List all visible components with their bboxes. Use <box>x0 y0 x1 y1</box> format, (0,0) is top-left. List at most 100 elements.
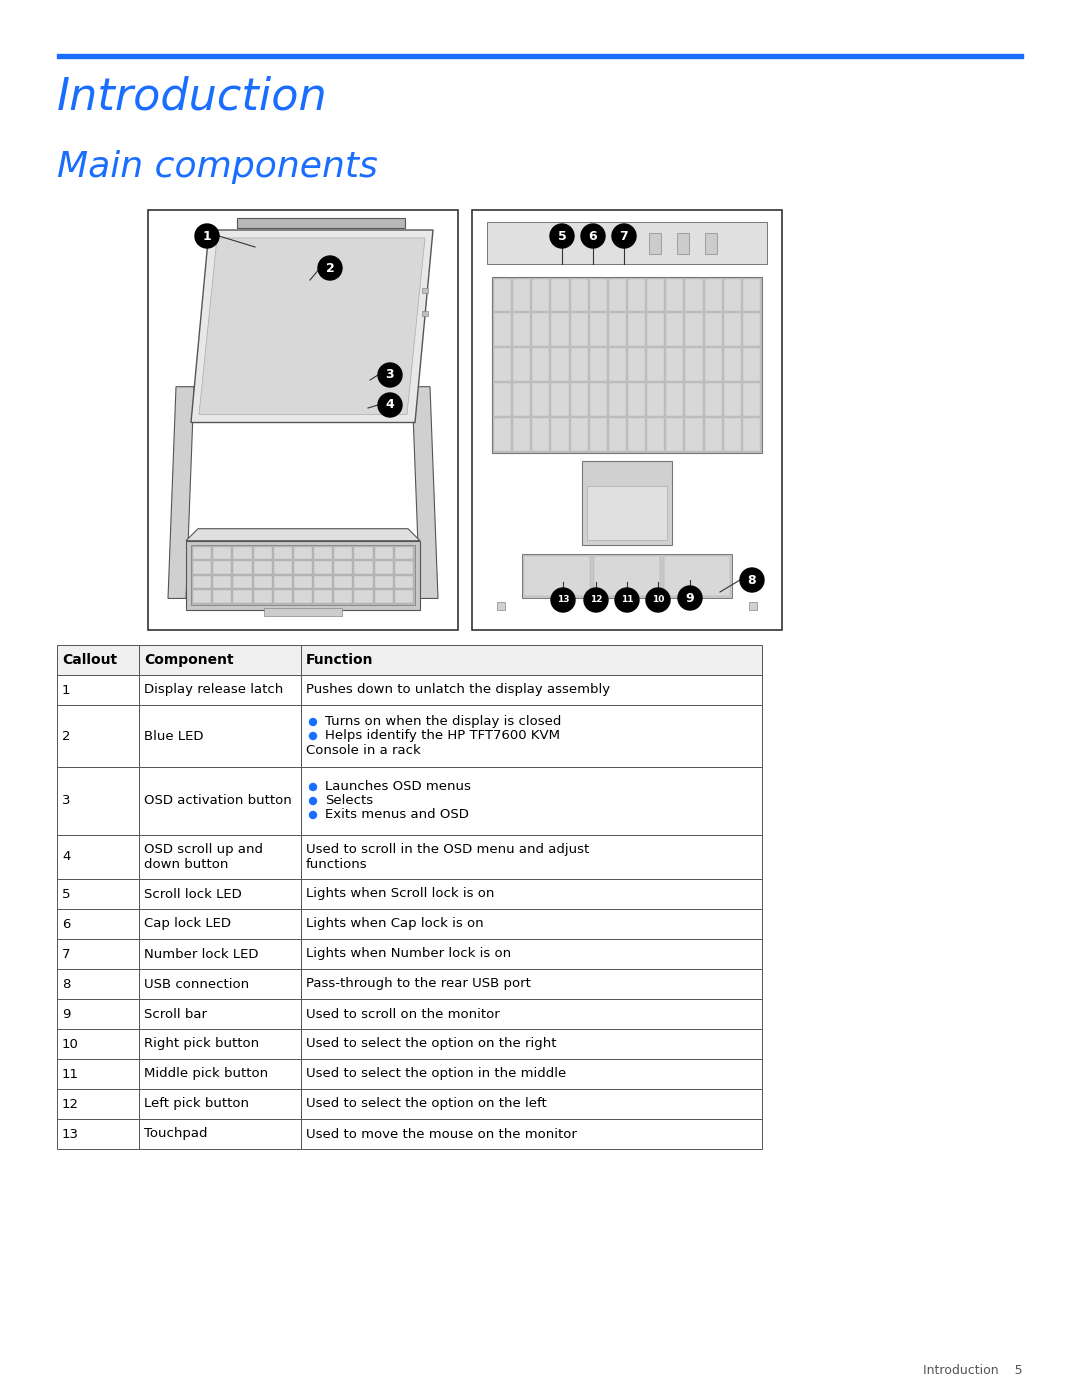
Bar <box>647 313 664 346</box>
Bar <box>472 210 782 630</box>
Circle shape <box>584 588 608 612</box>
Text: Used to move the mouse on the monitor: Used to move the mouse on the monitor <box>306 1127 577 1140</box>
Text: 6: 6 <box>62 918 70 930</box>
Bar <box>294 576 312 588</box>
Bar <box>395 576 413 588</box>
Bar <box>301 705 762 767</box>
Text: Exits menus and OSD: Exits menus and OSD <box>325 809 469 821</box>
Bar <box>743 383 760 416</box>
Circle shape <box>310 798 316 805</box>
Bar <box>301 835 762 879</box>
Text: Main components: Main components <box>57 149 378 184</box>
Bar <box>139 970 301 999</box>
Text: Touchpad: Touchpad <box>144 1127 207 1140</box>
Bar <box>627 313 645 346</box>
Bar <box>301 1030 762 1059</box>
Bar <box>570 348 588 381</box>
Bar <box>375 562 393 574</box>
Text: Lights when Number lock is on: Lights when Number lock is on <box>306 947 511 961</box>
Bar <box>301 909 762 939</box>
Bar <box>57 879 139 909</box>
Circle shape <box>378 393 402 416</box>
Bar <box>375 591 393 604</box>
Bar <box>314 591 333 604</box>
Bar <box>522 553 732 598</box>
Bar <box>743 278 760 312</box>
Text: OSD activation button: OSD activation button <box>144 795 292 807</box>
Bar <box>724 313 741 346</box>
Text: Console in a rack: Console in a rack <box>306 743 421 757</box>
Bar <box>273 591 292 604</box>
Text: 7: 7 <box>620 229 629 243</box>
Bar <box>609 313 626 346</box>
Bar <box>594 556 660 597</box>
Circle shape <box>310 732 316 739</box>
Bar <box>294 591 312 604</box>
Bar <box>301 645 762 675</box>
Bar <box>704 278 721 312</box>
Bar <box>532 313 550 346</box>
Bar <box>492 277 762 453</box>
Bar <box>314 562 333 574</box>
Bar <box>395 546 413 559</box>
Bar <box>532 348 550 381</box>
Bar <box>627 418 645 451</box>
Bar <box>422 312 428 316</box>
Bar <box>666 418 684 451</box>
Bar <box>193 591 212 604</box>
Bar <box>552 418 568 451</box>
Bar <box>148 210 458 630</box>
Bar <box>686 418 703 451</box>
Bar <box>609 418 626 451</box>
Text: 1: 1 <box>62 683 70 697</box>
Text: 3: 3 <box>62 795 70 807</box>
Polygon shape <box>411 387 438 598</box>
Bar <box>570 278 588 312</box>
Text: Scroll lock LED: Scroll lock LED <box>144 887 242 901</box>
Polygon shape <box>199 237 426 415</box>
Bar <box>233 591 252 604</box>
Bar <box>57 1090 139 1119</box>
Bar <box>57 1030 139 1059</box>
Bar <box>335 546 352 559</box>
Bar <box>57 705 139 767</box>
Bar <box>273 546 292 559</box>
Text: Used to select the option on the right: Used to select the option on the right <box>306 1038 556 1051</box>
Bar <box>532 383 550 416</box>
Text: Middle pick button: Middle pick button <box>144 1067 268 1080</box>
Circle shape <box>581 224 605 249</box>
Circle shape <box>646 588 670 612</box>
Text: Pushes down to unlatch the display assembly: Pushes down to unlatch the display assem… <box>306 683 610 697</box>
Bar <box>590 313 607 346</box>
Text: USB connection: USB connection <box>144 978 249 990</box>
Bar <box>686 348 703 381</box>
Bar <box>273 576 292 588</box>
Text: Component: Component <box>144 652 233 666</box>
Bar <box>582 461 672 545</box>
Bar <box>314 576 333 588</box>
Bar <box>139 909 301 939</box>
Bar <box>570 418 588 451</box>
Text: 10: 10 <box>62 1038 79 1051</box>
Text: Introduction    5: Introduction 5 <box>923 1363 1023 1376</box>
Bar <box>139 645 301 675</box>
Text: 5: 5 <box>557 229 566 243</box>
Bar <box>294 546 312 559</box>
Bar <box>237 218 405 228</box>
Text: 9: 9 <box>62 1007 70 1020</box>
Text: functions: functions <box>306 858 367 870</box>
Text: Turns on when the display is closed: Turns on when the display is closed <box>325 715 562 728</box>
Circle shape <box>318 256 342 279</box>
Bar <box>609 348 626 381</box>
Bar <box>139 879 301 909</box>
Text: 12: 12 <box>62 1098 79 1111</box>
Text: 11: 11 <box>621 595 633 605</box>
Bar <box>647 418 664 451</box>
Bar <box>609 278 626 312</box>
Bar <box>354 562 373 574</box>
Text: Blue LED: Blue LED <box>144 729 203 742</box>
Polygon shape <box>186 528 420 541</box>
Bar <box>724 383 741 416</box>
Text: 13: 13 <box>62 1127 79 1140</box>
Bar <box>57 645 139 675</box>
